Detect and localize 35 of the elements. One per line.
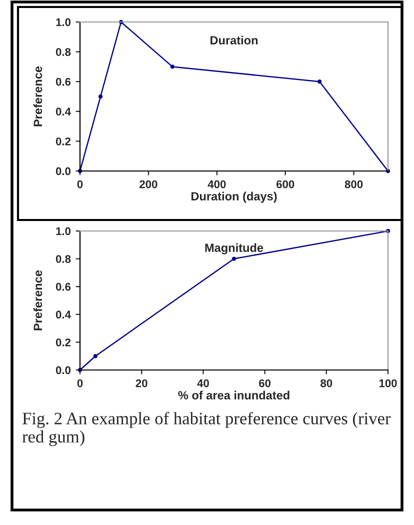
- x-tick-label: 20: [136, 379, 148, 388]
- y-tick-label: 1.0: [56, 227, 71, 236]
- x-tick-label: 400: [208, 180, 226, 188]
- x-tick-label: 40: [197, 379, 209, 388]
- y-tick-label: 0.0: [56, 167, 71, 176]
- y-axis-title: Preference: [33, 270, 42, 330]
- point: [317, 80, 322, 84]
- x-tick-label: 0: [77, 180, 83, 188]
- x-tick-label: 600: [276, 180, 294, 188]
- x-tick-label: 200: [140, 180, 158, 188]
- y-tick-label: 0.2: [56, 338, 71, 346]
- point: [170, 64, 174, 69]
- x-tick-label: 80: [320, 379, 332, 388]
- x-tick-label: 800: [344, 180, 363, 188]
- y-tick-label: 0.6: [56, 282, 71, 291]
- point: [93, 354, 98, 358]
- y-tick-label: 0.8: [56, 48, 71, 56]
- x-axis-title: % of area inundated: [178, 390, 290, 400]
- x-tick-label: 100: [379, 379, 397, 388]
- y-tick-label: 0.4: [56, 310, 71, 319]
- y-tick-label: 0.8: [56, 255, 71, 263]
- y-tick-label: 0.6: [56, 78, 71, 86]
- text: Duration: [210, 36, 258, 44]
- y-tick-label: 0.2: [56, 137, 71, 146]
- y-tick-label: 1.0: [56, 18, 71, 26]
- point: [98, 94, 103, 99]
- x-tick-label: 0: [77, 379, 83, 388]
- x-tick-label: 60: [259, 379, 271, 388]
- text: Magnitude: [205, 243, 264, 254]
- y-tick-label: 0.0: [56, 366, 71, 374]
- y-tick-label: 0.4: [56, 108, 71, 116]
- y-axis-title: Preference: [33, 66, 42, 126]
- caption: Fig. 2 An example of habitat preference curves (river red gum): [22, 412, 391, 446]
- point: [232, 256, 236, 261]
- x-axis-title: Duration (days): [192, 192, 277, 203]
